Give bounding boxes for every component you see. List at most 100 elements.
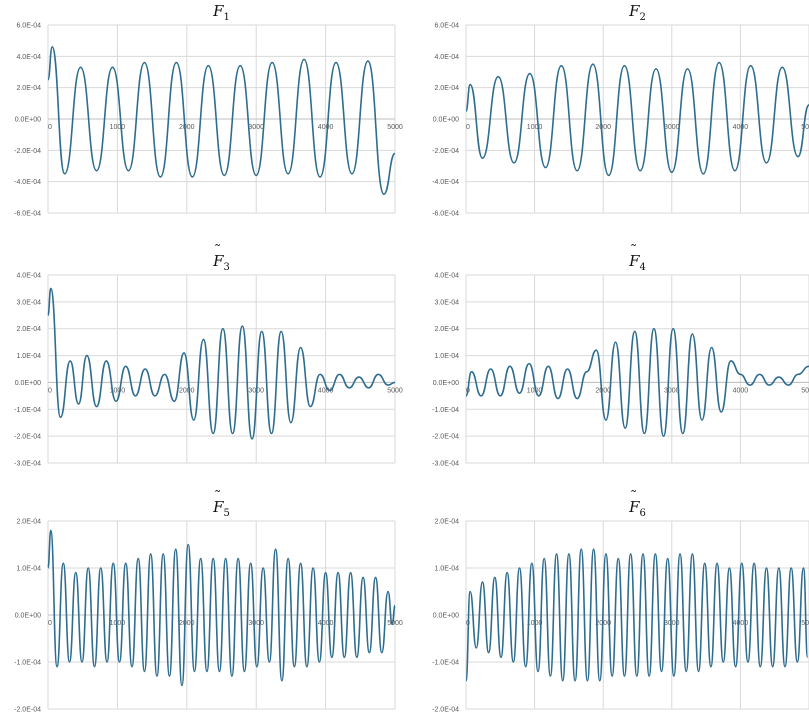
y-tick-label: 2.0E-04 (434, 326, 459, 333)
title-letter: F ˜ (629, 489, 640, 516)
series-line (47, 46, 396, 195)
line-chart-svg: 2.0E-041.0E-040.0E+00-1.0E-04-2.0E-040 10… (432, 519, 809, 714)
x-tick-label: 2000 (179, 387, 195, 394)
title-letter: F ˜ (629, 0, 639, 20)
y-tick-label: 0.0E+00 (15, 117, 41, 124)
y-tick-label: 3.0E-04 (434, 299, 459, 306)
x-tick-label: 1000 (110, 387, 126, 394)
tilde-accent: ˜ (214, 489, 222, 505)
y-tick-label: 4.0E-04 (16, 54, 41, 61)
y-tick-label: -1.0E-04 (432, 407, 459, 414)
chart-title: F ˜ 4 (466, 243, 809, 273)
title-subscript: 3 (223, 262, 230, 273)
title-subscript: 1 (223, 12, 230, 23)
x-tick-label: 3000 (248, 620, 264, 627)
x-tick-label: 4000 (733, 124, 749, 131)
tilde-accent: ˜ (214, 0, 222, 9)
chart-title: F ˜ 3 (48, 243, 395, 273)
chart-title: F ˜ 6 (466, 489, 809, 519)
title-subscript: 6 (639, 508, 646, 519)
y-tick-label: 4.0E-04 (434, 273, 459, 280)
line-chart-svg: 6.0E-04 4.0E-04 2.0E-04 0.0E+00 -2.0E-04 -4.0… (14, 23, 403, 218)
x-tick-label: 4000 (318, 124, 334, 131)
chart-panel-5: F ˜ 5 2.0E-04 1.0E-04 0.0E+00 -1.0E-04 -2.0E-04… (0, 489, 409, 718)
series-line (465, 548, 809, 682)
x-tick-label: 2000 (179, 124, 195, 131)
y-tick-label: -1.0E-04 (14, 660, 41, 667)
chart-title: F ˜ 5 (48, 489, 395, 519)
line-chart-svg: 6.0E-04 4.0E-04 2.0E-04 0.0E+00 -2.0E-04 -4.0… (432, 23, 809, 218)
tilde-accent: ˜ (214, 243, 222, 259)
y-tick-label: -4.0E-04 (14, 179, 41, 186)
y-tick-label: 2.0E-04 (434, 85, 459, 92)
y-tick-label: 0.0E+00 (433, 380, 459, 387)
x-tick-label: 4000 (733, 387, 749, 394)
y-tick-label: -6.0E-04 (14, 211, 41, 218)
series-line (465, 327, 809, 437)
chart-panel-4: F ˜ 4 4.0E-04 3.0E-04 2.0E-04 1.0E-04 0.0E+00 -1… (420, 243, 809, 472)
y-tick-label: -6.0E-04 (432, 211, 459, 218)
y-tick-label: 2.0E-04 (16, 326, 41, 333)
y-tick-label: -2.0E-04 (432, 148, 459, 155)
y-tick-label: -2.0E-04 (14, 707, 41, 714)
tilde-accent: ˜ (630, 0, 638, 9)
x-tick-label: 0 (48, 387, 52, 394)
x-tick-label: 1000 (527, 124, 543, 131)
y-tick-label: 0.0E+00 (433, 613, 459, 620)
title-letter: F ˜ (629, 243, 640, 270)
x-tick-label: 3000 (664, 620, 680, 627)
y-tick-label: 6.0E-04 (434, 23, 459, 30)
title-letter: F ˜ (213, 0, 223, 20)
x-tick-label: 2000 (595, 124, 611, 131)
y-tick-label: -2.0E-04 (432, 434, 459, 441)
series-line (465, 61, 809, 177)
title-subscript: 5 (223, 508, 230, 519)
y-tick-label: -4.0E-04 (432, 179, 459, 186)
x-tick-label: 4000 (318, 620, 334, 627)
series-line (47, 287, 396, 440)
x-tick-label: 0 (48, 620, 52, 627)
y-tick-label: 0.0E+00 (15, 380, 41, 387)
y-tick-label: -1.0E-04 (432, 660, 459, 667)
y-tick-label: -3.0E-04 (432, 461, 459, 468)
x-tick-label: 1000 (527, 387, 543, 394)
tilde-accent: ˜ (630, 489, 638, 505)
line-chart-svg: 4.0E-04 3.0E-04 2.0E-04 1.0E-04 0.0E+00 -1.0E… (432, 273, 809, 468)
y-tick-label: 4.0E-04 (434, 54, 459, 61)
chart-panel-2: F ˜ 2 6.0E-04 4.0E-04 2.0E-04 0.0E+00 -2.0E-04 -… (420, 0, 809, 222)
series-line (47, 529, 396, 687)
y-tick-label: -2.0E-04 (14, 434, 41, 441)
y-tick-label: 1.0E-04 (434, 566, 459, 573)
y-tick-label: 0.0E+00 (433, 117, 459, 124)
x-tick-label: 0 (48, 124, 52, 131)
chart-panel-3: F ˜ 3 4.0E-04 3.0E-04 2.0E-04 1.0E-04 0.0E+00 -1… (0, 243, 409, 472)
chart-panel-1: F ˜ 1 6.0E-04 4.0E-04 2.0E-04 0.0E+00 -2.0E-04 -… (0, 0, 409, 222)
x-tick-label: 5000 (801, 387, 809, 394)
x-tick-label: 1000 (110, 124, 126, 131)
y-tick-label: 1.0E-04 (16, 566, 41, 573)
line-chart-svg: 2.0E-041.0E-040.0E+00-1.0E-04-2.0E-040 10… (14, 519, 403, 714)
y-tick-label: 1.0E-04 (16, 353, 41, 360)
x-tick-label: 4000 (318, 387, 334, 394)
y-tick-label: 2.0E-04 (434, 519, 459, 526)
y-tick-label: 2.0E-04 (16, 85, 41, 92)
y-tick-label: -1.0E-04 (14, 407, 41, 414)
x-tick-label: 5000 (387, 620, 403, 627)
x-tick-label: 0 (466, 124, 470, 131)
x-tick-label: 3000 (248, 124, 264, 131)
title-letter: F ˜ (213, 243, 224, 270)
y-tick-label: -3.0E-04 (14, 461, 41, 468)
chart-title: F ˜ 1 (48, 0, 395, 23)
title-letter: F ˜ (213, 489, 224, 516)
y-tick-label: 4.0E-04 (16, 273, 41, 280)
x-tick-label: 5000 (387, 387, 403, 394)
line-chart-svg: 4.0E-04 3.0E-04 2.0E-04 1.0E-04 0.0E+00 -1.0E… (14, 273, 403, 468)
x-tick-label: 5000 (801, 124, 809, 131)
x-tick-label: 4000 (733, 620, 749, 627)
y-tick-label: -2.0E-04 (14, 148, 41, 155)
title-subscript: 4 (639, 262, 646, 273)
y-tick-label: 1.0E-04 (434, 353, 459, 360)
x-tick-label: 3000 (664, 124, 680, 131)
x-tick-label: 3000 (664, 387, 680, 394)
title-subscript: 2 (639, 12, 646, 23)
